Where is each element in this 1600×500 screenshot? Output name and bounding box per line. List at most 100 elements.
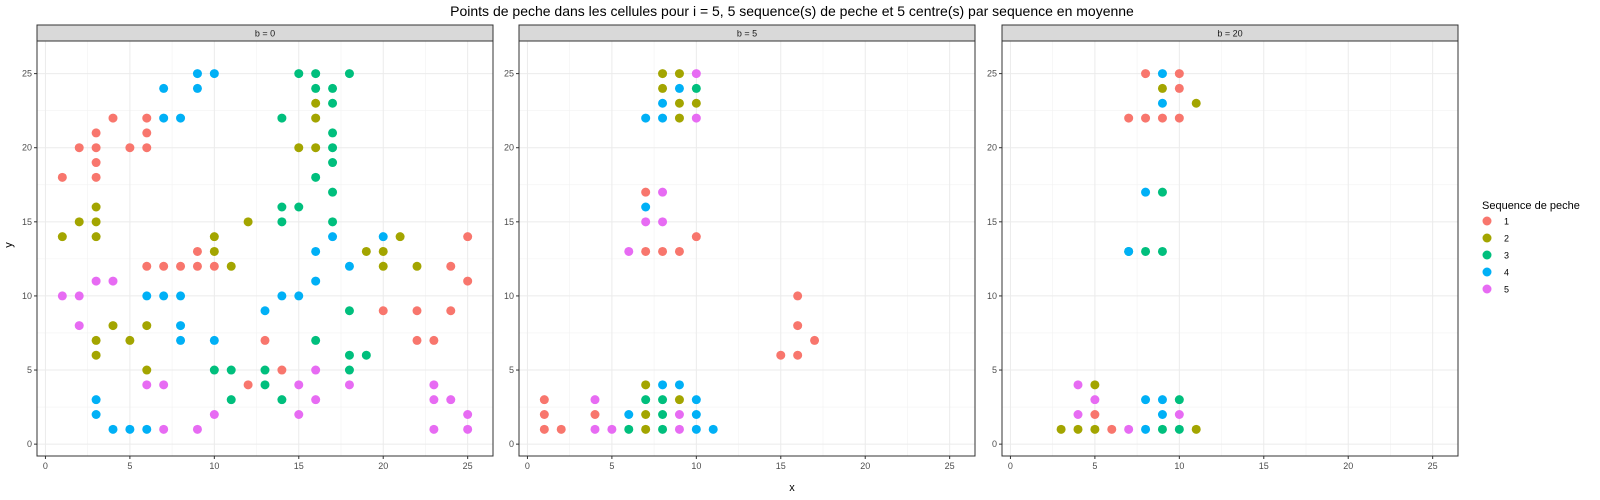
- data-point: [1124, 113, 1134, 123]
- data-point: [556, 424, 566, 434]
- data-point: [1090, 380, 1100, 390]
- legend-swatch: [1482, 250, 1492, 260]
- y-tick-label: 20: [987, 143, 997, 153]
- data-point: [641, 187, 651, 197]
- data-point: [344, 306, 354, 316]
- data-point: [674, 410, 684, 419]
- data-point: [1191, 98, 1201, 108]
- data-point: [91, 202, 101, 212]
- y-tick-label: 25: [504, 69, 514, 79]
- data-point: [1157, 410, 1167, 419]
- data-point: [658, 69, 668, 79]
- data-point: [446, 395, 456, 405]
- panels-layer: b = 0 0 5 10 15 20 25 0 5 10 15 20 25 b = 5 0 5 10 15 20 25…: [22, 24, 1459, 471]
- data-point: [311, 365, 321, 375]
- panel-background: [1002, 41, 1458, 456]
- data-point: [674, 69, 684, 79]
- data-point: [91, 217, 101, 227]
- y-tick-label: 15: [22, 217, 32, 227]
- x-tick-label: 0: [43, 461, 48, 471]
- data-point: [192, 83, 202, 93]
- data-point: [674, 424, 684, 434]
- data-point: [91, 276, 101, 286]
- legend-entry: 1: [1482, 216, 1509, 227]
- data-point: [344, 69, 354, 79]
- data-point: [463, 232, 473, 242]
- data-point: [658, 98, 668, 108]
- data-point: [691, 232, 701, 242]
- data-point: [311, 276, 321, 286]
- data-point: [412, 306, 422, 316]
- data-point: [294, 291, 304, 301]
- data-point: [260, 380, 270, 390]
- data-point: [1174, 113, 1184, 123]
- data-point: [91, 335, 101, 345]
- data-point: [142, 424, 152, 434]
- legend-swatch: [1482, 216, 1492, 226]
- data-point: [209, 335, 219, 345]
- x-tick-label: 10: [209, 461, 219, 471]
- data-point: [1174, 395, 1184, 405]
- data-point: [294, 202, 304, 212]
- data-point: [641, 217, 651, 227]
- data-point: [607, 424, 617, 434]
- data-point: [142, 291, 152, 301]
- data-point: [429, 380, 439, 390]
- data-point: [344, 261, 354, 271]
- data-point: [590, 410, 600, 419]
- data-point: [311, 395, 321, 405]
- data-point: [624, 246, 634, 256]
- y-tick-label: 20: [504, 143, 514, 153]
- data-point: [641, 380, 651, 390]
- legend-entry: 3: [1482, 250, 1509, 261]
- panel-border: [1001, 40, 1459, 457]
- data-point: [691, 69, 701, 79]
- data-point: [74, 217, 84, 227]
- x-tick-label: 15: [1259, 461, 1269, 471]
- y-tick-label: 25: [987, 69, 997, 79]
- x-tick-label: 25: [945, 461, 955, 471]
- data-point: [311, 113, 321, 123]
- data-point: [641, 246, 651, 256]
- y-axis-title: y: [3, 242, 15, 248]
- data-point: [658, 187, 668, 197]
- data-point: [328, 187, 338, 197]
- data-point: [311, 246, 321, 256]
- data-point: [674, 113, 684, 123]
- legend-entry: 4: [1482, 267, 1509, 278]
- data-point: [708, 424, 718, 434]
- data-point: [57, 232, 67, 242]
- y-tick-label: 10: [504, 291, 514, 301]
- data-point: [691, 113, 701, 123]
- data-point: [1124, 246, 1134, 256]
- data-point: [1141, 187, 1151, 197]
- data-point: [658, 395, 668, 405]
- data-point: [658, 217, 668, 227]
- data-point: [260, 365, 270, 375]
- data-point: [1191, 424, 1201, 434]
- data-point: [91, 128, 101, 138]
- data-point: [1056, 424, 1066, 434]
- data-point: [641, 424, 651, 434]
- data-point: [539, 410, 549, 419]
- legend-swatch: [1482, 233, 1492, 243]
- data-point: [74, 321, 84, 331]
- data-point: [691, 83, 701, 93]
- data-point: [328, 232, 338, 242]
- y-tick-label: 0: [509, 439, 514, 449]
- x-tick-label: 15: [294, 461, 304, 471]
- data-point: [125, 143, 135, 153]
- x-tick-label: 25: [463, 461, 473, 471]
- data-point: [108, 113, 118, 123]
- data-point: [125, 424, 135, 434]
- data-point: [429, 395, 439, 405]
- data-point: [793, 350, 803, 360]
- data-point: [226, 365, 236, 375]
- y-tick-label: 0: [992, 439, 997, 449]
- data-point: [674, 395, 684, 405]
- data-point: [1090, 424, 1100, 434]
- data-point: [1157, 69, 1167, 79]
- x-tick-label: 10: [691, 461, 701, 471]
- y-tick-label: 5: [27, 365, 32, 375]
- data-point: [1157, 187, 1167, 197]
